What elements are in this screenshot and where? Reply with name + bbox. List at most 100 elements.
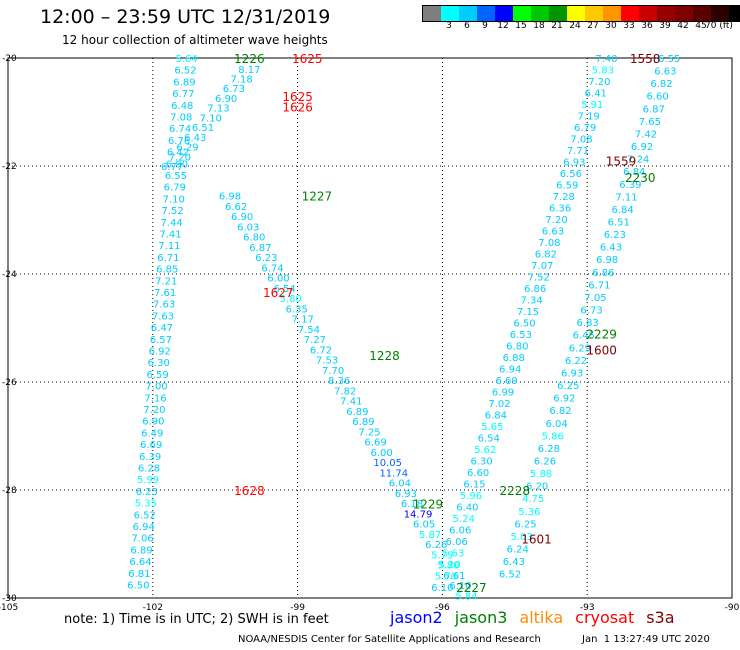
swh-point: 7.27 (304, 335, 326, 346)
swh-point: 6.98 (596, 255, 618, 266)
colorbar-label: 42 (677, 21, 689, 31)
colorbar-swatch (603, 6, 621, 21)
swh-point: 6.15 (463, 480, 485, 491)
swh-point: 6.89 (130, 545, 152, 556)
swh-point: 6.55 (165, 171, 187, 182)
swh-point: 6.48 (171, 101, 193, 112)
swh-point: 6.59 (556, 181, 578, 192)
pass-time-label: 1227 (302, 190, 333, 204)
swh-point: 6.80 (243, 233, 265, 244)
colorbar-label: 33 (623, 21, 635, 31)
swh-point: 6.90 (142, 417, 164, 428)
x-tick-label: -93 (580, 603, 595, 613)
swh-point: 5.70 (435, 572, 457, 583)
swh-point: 6.06 (449, 526, 471, 537)
axis-ticks: -105 -102 -99 -96 -93 -90 -20 -22 -24 -26 -28 -30 (0, 54, 740, 613)
colorbar-label: 45 (695, 21, 707, 31)
swh-point: 6.63 (542, 227, 564, 238)
swh-point: 6.69 (140, 440, 162, 451)
swh-point: 6.71 (588, 280, 610, 291)
swh-point: 6.77 (161, 162, 183, 173)
swh-point: 6.56 (560, 169, 582, 180)
swh-point: 7.53 (316, 356, 338, 367)
colorbar-swatch (621, 6, 639, 21)
swh-point: 5.87 (419, 530, 441, 541)
swh-point: 7.07 (531, 261, 553, 272)
swh-point: 6.98 (219, 192, 241, 203)
swh-point: 6.82 (650, 79, 672, 90)
pass-time-label: 1558 (630, 52, 661, 66)
y-tick-label: -26 (2, 378, 17, 388)
swh-point: 6.50 (127, 581, 149, 592)
swh-point: 7.65 (639, 117, 661, 128)
colorbar-label: 36 (641, 21, 653, 31)
swh-point: 6.93 (561, 368, 583, 379)
swh-point: 6.51 (192, 123, 214, 134)
swh-point: 6.57 (150, 335, 172, 346)
colorbar-label: 3 (446, 21, 452, 31)
colorbar-label: 15 (515, 21, 527, 31)
satellite-legend-jason3: jason3 (454, 608, 508, 627)
swh-point: 6.28 (138, 464, 160, 475)
y-tick-label: -20 (2, 54, 17, 64)
swh-point: 5.35 (135, 499, 157, 510)
colorbar-labels: 3 6 9 12 15 18 21 24 27 30 33 36 39 42 45 70 (ft) (422, 21, 733, 35)
pass-time-label: 1626 (282, 101, 313, 115)
pass-time-label: 1601 (521, 533, 552, 547)
swh-point: 7.11 (158, 241, 180, 252)
data-points: 5.646.526.896.776.487.086.746.766.426.90… (127, 54, 680, 602)
swh-point: 6.25 (514, 519, 536, 530)
swh-point: 6.03 (237, 222, 259, 233)
swh-point: 6.29 (569, 343, 591, 354)
swh-point: 6.50 (513, 319, 535, 330)
colorbar-swatch (531, 6, 549, 21)
swh-point: 6.25 (136, 487, 158, 498)
swh-point: 6.86 (592, 268, 614, 279)
pass-time-label: 1559 (606, 155, 637, 169)
swh-point: 6.59 (146, 370, 168, 381)
swh-point: 6.53 (510, 330, 532, 341)
swh-point: 6.41 (585, 89, 607, 100)
swh-point: 6.43 (184, 133, 206, 144)
swh-point: 7.40 (595, 54, 617, 65)
swh-point: 6.80 (506, 342, 528, 353)
colorbar-swatch (693, 6, 711, 21)
colorbar-label: 9 (482, 21, 488, 31)
swh-point: 6.81 (128, 569, 150, 580)
swh-point: 6.77 (172, 89, 194, 100)
swh-point: 6.71 (157, 253, 179, 264)
swh-point: 6.47 (151, 323, 173, 334)
swh-point: 6.24 (507, 545, 529, 556)
swh-point: 6.43 (600, 243, 622, 254)
swh-point: 6.52 (174, 66, 196, 77)
colorbar-label: 21 (551, 21, 563, 31)
swh-point: 7.61 (154, 288, 176, 299)
satellite-legend: jason2 jason3 altika cryosat s3a (390, 608, 687, 627)
swh-point: 7.63 (152, 311, 174, 322)
pass-time-label: 1600 (586, 344, 617, 358)
swh-point: 5.99 (137, 475, 159, 486)
swh-point: 5.03 (510, 532, 532, 543)
swh-point: 7.13 (207, 104, 229, 115)
swh-point: 7.24 (627, 155, 649, 166)
swh-point: 5.80 (280, 294, 302, 305)
swh-point: 6.22 (565, 356, 587, 367)
swh-point: 7.18 (230, 75, 252, 86)
colorbar-swatch (639, 6, 657, 21)
swh-point: 7.42 (635, 129, 657, 140)
swh-point: 5.20 (438, 560, 460, 571)
swh-point: 6.89 (173, 77, 195, 88)
swh-point: 5.64 (175, 54, 197, 65)
colorbar-swatch (495, 6, 513, 21)
colorbar-swatch (477, 6, 495, 21)
swh-point: 6.74 (169, 124, 191, 135)
swh-point: 6.45 (573, 331, 595, 342)
colorbar-swatch (549, 6, 567, 21)
swh-point: 7.06 (131, 534, 153, 545)
x-tick-label: -96 (435, 603, 450, 613)
colorbar (422, 5, 740, 22)
swh-point: 6.85 (156, 265, 178, 276)
swh-point: 6.94 (133, 522, 155, 533)
pass-time-label: 1228 (369, 349, 400, 363)
swh-point: 6.35 (286, 304, 308, 315)
